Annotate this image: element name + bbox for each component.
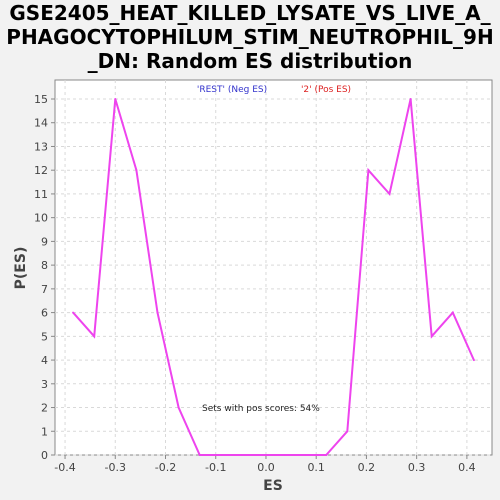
y-tick-label: 7 [41,283,48,296]
x-tick-label: 0.2 [358,461,376,474]
y-tick-label: 5 [41,330,48,343]
y-tick-label: 3 [41,378,48,391]
legend-entry-neg: 'REST' (Neg ES) [197,85,267,95]
data-point [388,192,391,195]
data-point [261,454,264,456]
data-point [219,454,222,456]
y-tick-label: 12 [34,164,48,177]
data-point [283,454,286,456]
data-point [177,406,180,409]
x-tick-label: 0.1 [307,461,325,474]
data-point [93,335,96,338]
es-distribution-line [72,98,475,456]
data-point [472,359,475,362]
data-point [72,311,75,314]
data-point [430,335,433,338]
data-point [304,454,307,456]
x-tick-label: -0.4 [54,461,75,474]
axis-ticks: -0.4 -0.3 -0.2 -0.1 0.0 0.1 0.2 0.3 0.4012345678… [34,93,476,474]
x-tick-label: 0.0 [257,461,275,474]
legend-entry-pos: '2' (Pos ES) [301,85,351,95]
y-tick-label: 15 [34,93,48,106]
x-axis-label: ES [263,478,283,494]
x-tick-label: -0.2 [155,461,176,474]
y-tick-label: 2 [41,402,48,415]
y-tick-label: 8 [41,259,48,272]
chart-title-line-3: _DN: Random ES distribution [88,49,413,73]
pos-score-annotation: Sets with pos scores: 54% [202,404,320,414]
x-tick-label: -0.1 [205,461,226,474]
data-point [114,97,117,100]
data-point [198,454,201,456]
y-tick-label: 14 [34,117,48,130]
series-layer [72,97,475,456]
grid-lines [55,80,492,456]
y-tick-label: 10 [34,212,48,225]
x-tick-label: 0.4 [458,461,476,474]
y-tick-label: 6 [41,307,48,320]
x-tick-label: -0.3 [105,461,126,474]
data-point [135,169,138,172]
x-tick-label: 0.3 [408,461,426,474]
data-point [325,454,328,456]
chart-title-line-1: GSE2405_HEAT_KILLED_LYSATE_VS_LIVE_A_ [9,1,490,25]
data-point [451,311,454,314]
y-tick-label: 1 [41,425,48,438]
data-point [367,169,370,172]
y-tick-label: 9 [41,235,48,248]
y-axis-label: P(ES) [13,247,29,290]
y-tick-label: 13 [34,140,48,153]
y-tick-label: 4 [41,354,48,367]
data-point [156,311,159,314]
chart-title-line-2: PHAGOCYTOPHILUM_STIM_NEUTROPHIL_9H [6,25,493,49]
y-tick-label: 11 [34,188,48,201]
data-point [240,454,243,456]
data-point [346,430,349,433]
y-tick-label: 0 [41,449,48,462]
data-point [409,97,412,100]
